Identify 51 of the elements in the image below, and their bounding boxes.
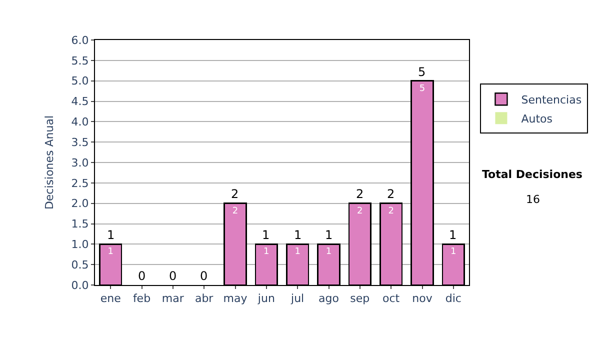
total-label: 1: [262, 228, 270, 242]
y-tick-label: 4.5: [71, 95, 89, 108]
legend-label: Autos: [521, 112, 553, 126]
total-label: 1: [294, 228, 302, 242]
total-label: 1: [325, 228, 333, 242]
text: 16: [526, 193, 540, 206]
x-tick-label: may: [223, 292, 248, 306]
y-tick-label: 1.5: [71, 218, 89, 231]
x-tick-label: feb: [132, 292, 151, 306]
total-label: 1: [449, 228, 457, 242]
data-label: 5: [419, 84, 426, 94]
x-tick-label: jun: [256, 292, 275, 306]
x-tick-label: jul: [290, 292, 304, 306]
y-tick-label: 0.5: [71, 258, 89, 272]
data-label: 2: [388, 206, 394, 216]
y-tick-label: 5.0: [71, 74, 89, 88]
x-tick-label: ago: [318, 292, 340, 306]
y-tick-label: 5.5: [71, 54, 89, 68]
data-label: 2: [357, 206, 363, 216]
text: Total Decisiones: [482, 168, 583, 181]
y-tick-label: 3.5: [71, 136, 89, 149]
data-label: 1: [264, 247, 270, 258]
data-label: 1: [326, 247, 332, 258]
total-label: 2: [356, 187, 364, 201]
total-label: 1: [107, 228, 115, 242]
y-tick-label: 6.0: [71, 34, 89, 47]
x-tick-label: abr: [194, 292, 214, 306]
total-label: 0: [200, 269, 208, 283]
legend-label: Sentencias: [521, 93, 582, 106]
data-label: 2: [232, 206, 238, 216]
total-label: 5: [418, 65, 426, 79]
total-label: 2: [231, 187, 239, 201]
x-tick-label: nov: [412, 292, 433, 306]
y-tick-label: 2.5: [71, 176, 89, 190]
x-tick-label: dic: [445, 292, 462, 306]
total-label: 2: [387, 187, 395, 201]
y-tick-label: 2.0: [71, 197, 89, 210]
data-label: 1: [108, 247, 114, 258]
y-tick-label: 0.0: [71, 278, 89, 292]
y-tick-label: 3.0: [71, 156, 89, 170]
y-axis-title: Decisiones Anual: [42, 115, 56, 210]
x-tick-label: ene: [100, 292, 122, 306]
y-tick-label: 4.0: [71, 116, 89, 129]
data-label: 1: [294, 247, 300, 258]
total-label: 0: [169, 269, 177, 283]
y-tick-label: 1.0: [71, 238, 89, 252]
x-tick-label: sep: [350, 292, 370, 306]
total-label: 0: [138, 269, 146, 283]
data-label: 1: [450, 247, 456, 258]
x-tick-label: mar: [162, 292, 184, 306]
x-tick-label: oct: [382, 292, 400, 306]
